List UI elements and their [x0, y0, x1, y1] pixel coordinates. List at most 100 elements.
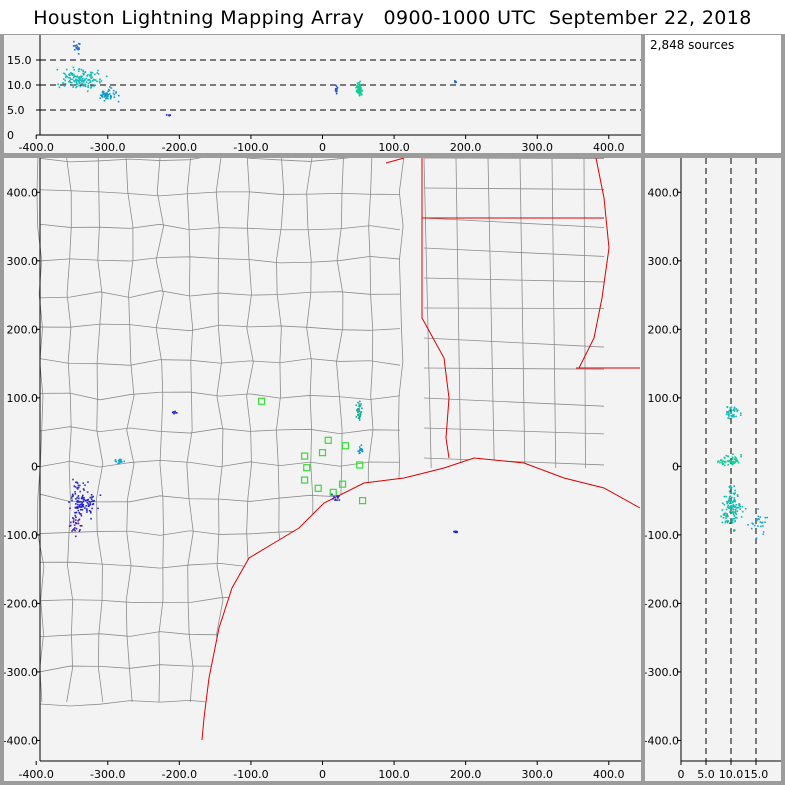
source-point: [762, 531, 765, 533]
source-point: [729, 487, 732, 489]
altitude-east-west-panel: 0 5.0 10.0 15.0 -400.0 -300.0 -200.0 -100.0 0 100…: [4, 35, 641, 153]
source-point: [336, 86, 339, 89]
station-marker: [324, 436, 332, 444]
source-point: [75, 75, 78, 78]
source-point: [68, 76, 71, 79]
source-point: [726, 521, 729, 524]
source-point: [77, 519, 79, 522]
source-point: [81, 79, 84, 81]
source-point: [117, 100, 120, 103]
altitude-north-south-panel: -400.0 -300.0 -200.0 -100.0 0 100.0 200.0 300.0…: [645, 158, 781, 781]
source-point: [728, 413, 730, 416]
source-point: [99, 78, 101, 81]
source-point: [90, 500, 93, 503]
source-point: [73, 40, 75, 43]
source-point: [728, 486, 731, 488]
source-point: [83, 84, 86, 86]
source-point: [361, 407, 363, 410]
source-point: [717, 460, 719, 463]
source-point: [78, 81, 81, 83]
source-point: [736, 460, 739, 462]
source-point: [74, 529, 76, 532]
source-point: [761, 521, 764, 524]
source-point: [172, 411, 175, 413]
source-point: [69, 78, 72, 81]
source-point: [717, 460, 720, 463]
source-point: [84, 78, 86, 81]
source-point: [79, 525, 82, 527]
source-point: [81, 77, 84, 80]
source-point: [68, 525, 71, 527]
source-point: [727, 515, 729, 517]
source-point: [85, 504, 87, 507]
source-point: [101, 91, 104, 94]
source-point: [83, 496, 85, 499]
source-point: [744, 507, 747, 510]
source-point: [357, 411, 359, 414]
source-point: [92, 495, 94, 498]
source-point: [105, 94, 108, 96]
source-point: [725, 517, 727, 520]
county-line: [423, 217, 605, 228]
source-point: [755, 518, 758, 521]
source-point: [81, 494, 84, 497]
source-point: [727, 417, 729, 419]
source-point: [76, 488, 79, 490]
source-point: [723, 457, 726, 459]
x-tick-label: 400.0: [593, 768, 625, 781]
source-point: [741, 505, 744, 508]
source-point: [729, 511, 731, 514]
source-point: [72, 520, 75, 523]
source-point: [99, 494, 102, 497]
y-tick-label: -200.0: [4, 597, 38, 610]
county-line: [551, 158, 557, 469]
source-point: [68, 73, 70, 76]
source-point: [123, 460, 125, 463]
source-point: [357, 83, 360, 86]
source-point: [732, 513, 735, 516]
source-point: [82, 500, 85, 503]
source-point: [89, 86, 92, 89]
source-point: [335, 92, 338, 95]
source-point: [720, 515, 722, 518]
source-point: [73, 75, 76, 78]
source-point: [72, 478, 74, 481]
y-tick-label: -100.0: [645, 529, 679, 542]
source-point: [728, 522, 731, 525]
y-tick-label: -300.0: [645, 666, 679, 679]
source-point: [75, 85, 78, 88]
source-point: [78, 78, 81, 80]
source-point: [80, 77, 83, 79]
source-point: [84, 71, 86, 73]
source-count: 2,848 sources: [650, 38, 735, 52]
source-point: [71, 495, 73, 498]
source-point: [732, 414, 734, 416]
source-point: [69, 81, 71, 84]
source-point: [358, 83, 361, 86]
source-point: [90, 75, 93, 77]
source-point: [74, 519, 77, 521]
source-point: [728, 460, 730, 462]
source-point: [77, 509, 80, 512]
source-point: [355, 409, 358, 412]
county-line: [215, 158, 224, 703]
source-point: [106, 93, 109, 96]
source-point: [76, 506, 79, 508]
source-point: [113, 93, 116, 96]
source-point: [175, 412, 178, 414]
source-point: [731, 415, 734, 417]
source-point: [80, 68, 83, 71]
county-line: [455, 158, 462, 469]
source-point: [736, 495, 739, 498]
source-point: [83, 498, 85, 501]
source-point: [355, 416, 358, 418]
x-tick-label: 100.0: [378, 768, 410, 781]
source-point: [86, 75, 88, 77]
source-point: [757, 525, 759, 527]
x-tick-label: -400.0: [18, 768, 53, 781]
source-point: [735, 415, 737, 418]
source-point: [762, 525, 764, 527]
source-point: [68, 501, 70, 503]
source-point: [728, 497, 731, 500]
source-point: [733, 505, 736, 507]
